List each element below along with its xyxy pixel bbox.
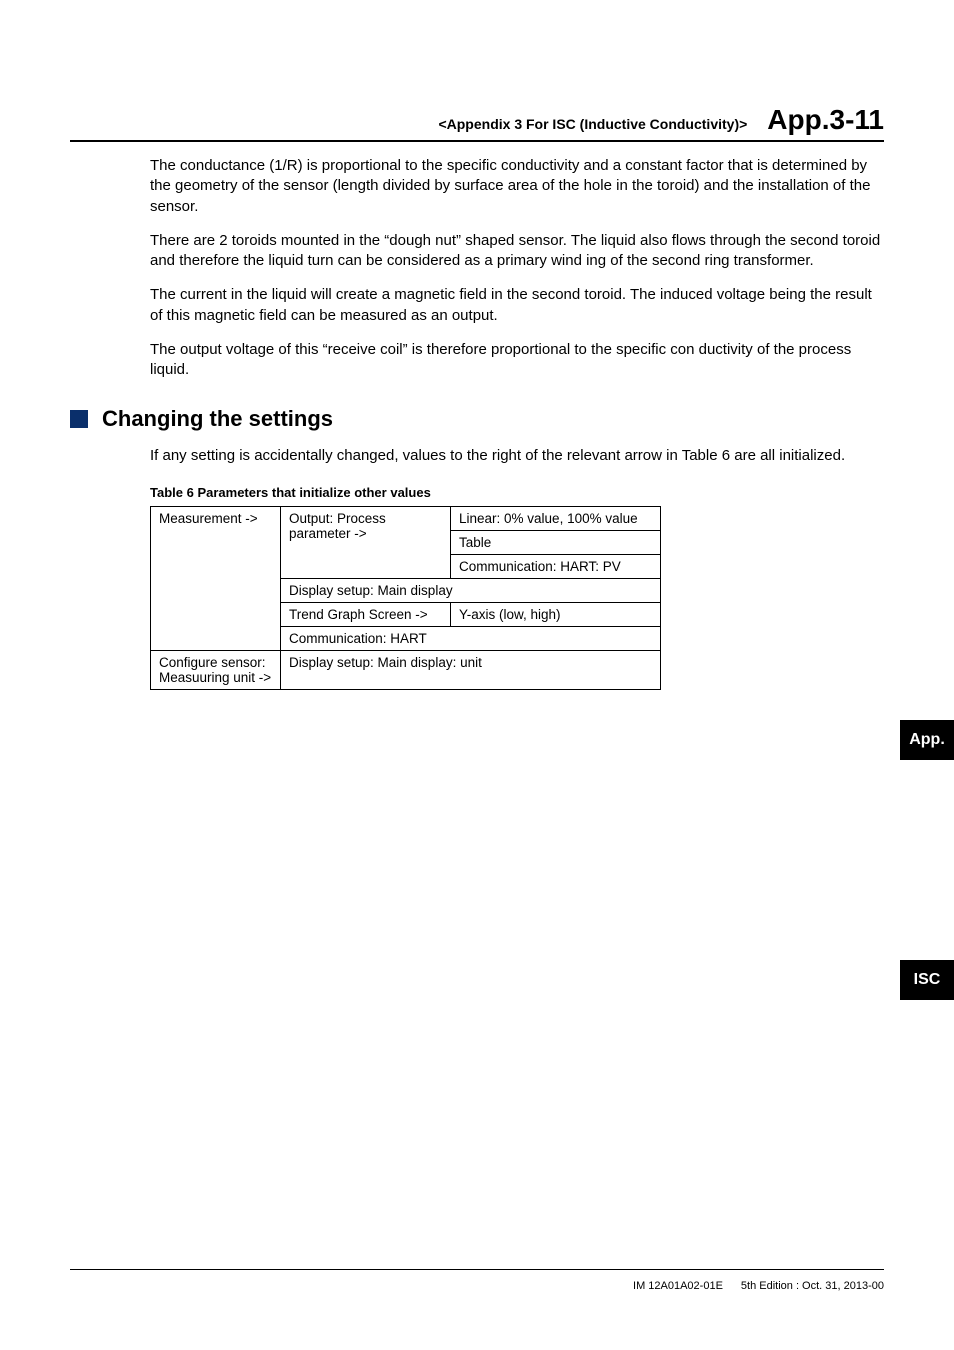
page-footer: IM 12A01A02-01E 5th Edition : Oct. 31, 2… <box>70 1269 884 1292</box>
section-title: Changing the settings <box>102 406 333 432</box>
table-cell: Communication: HART <box>281 626 661 650</box>
table-cell: Trend Graph Screen -> <box>281 602 451 626</box>
table-cell: Y-axis (low, high) <box>451 602 661 626</box>
table-cell: Table <box>451 530 661 554</box>
paragraph: The conductance (1/R) is proportional to… <box>150 156 884 217</box>
table-cell: Display setup: Main display: unit <box>281 650 661 689</box>
page-header: <Appendix 3 For ISC (Inductive Conductiv… <box>70 0 884 142</box>
paragraph: There are 2 toroids mounted in the “doug… <box>150 231 884 272</box>
table-cell: Measurement -> <box>151 506 281 650</box>
breadcrumb: <Appendix 3 For ISC (Inductive Conductiv… <box>438 116 747 132</box>
section-intro: If any setting is accidentally changed, … <box>150 446 884 466</box>
page-number: App.3-11 <box>767 104 884 136</box>
table-6: Measurement -> Output: Process parameter… <box>150 506 661 690</box>
section-marker-icon <box>70 410 88 428</box>
table-row: Configure sensor: Measuuring unit -> Dis… <box>151 650 661 689</box>
paragraph: The current in the liquid will create a … <box>150 285 884 326</box>
footer-doc-id: IM 12A01A02-01E <box>633 1280 723 1292</box>
side-tab-app: App. <box>900 720 954 760</box>
paragraph: The output voltage of this “receive coil… <box>150 340 884 381</box>
section-body: If any setting is accidentally changed, … <box>70 446 884 689</box>
table-row: Measurement -> Output: Process parameter… <box>151 506 661 530</box>
table-cell: Configure sensor: Measuuring unit -> <box>151 650 281 689</box>
section-heading-row: Changing the settings <box>70 406 884 432</box>
footer-edition: 5th Edition : Oct. 31, 2013-00 <box>741 1280 884 1292</box>
side-tab-isc: ISC <box>900 960 954 1000</box>
table-cell: Display setup: Main display <box>281 578 661 602</box>
table-caption: Table 6 Parameters that initialize other… <box>150 485 884 500</box>
page: <Appendix 3 For ISC (Inductive Conductiv… <box>0 0 954 1350</box>
table-cell: Linear: 0% value, 100% value <box>451 506 661 530</box>
table-cell: Output: Process parameter -> <box>281 506 451 578</box>
table-cell: Communication: HART: PV <box>451 554 661 578</box>
upper-paragraphs: The conductance (1/R) is proportional to… <box>70 156 884 380</box>
